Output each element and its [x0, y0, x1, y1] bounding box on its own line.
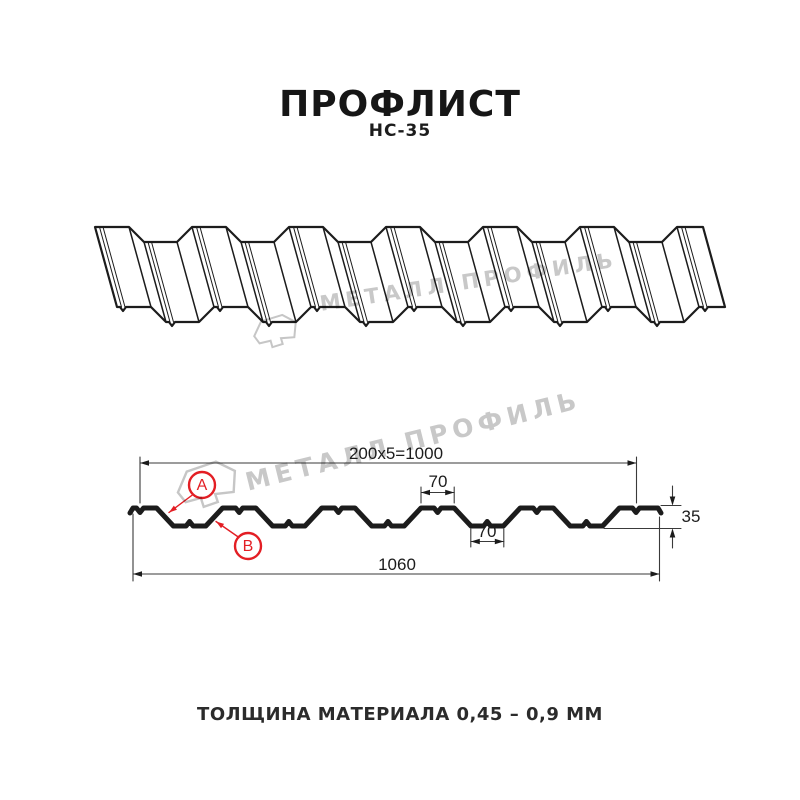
dim-label-overall-width: 1060: [378, 555, 416, 574]
profile-model-subtitle: НС-35: [368, 121, 432, 141]
dim-label-height: 35: [681, 507, 701, 526]
sheet-3d-view: [93, 225, 727, 328]
callout-b-label: B: [242, 538, 254, 555]
page-title: ПРОФЛИСТ: [279, 84, 521, 125]
metal-profile-logo-icon: [249, 310, 303, 356]
dim-label-pitch: 200x5=1000: [348, 444, 444, 463]
thickness-note: ТОЛЩИНА МАТЕРИАЛА 0,45 – 0,9 ММ: [197, 704, 603, 725]
callout-a-label: A: [196, 477, 208, 494]
dim-label-valley-width: 70: [477, 522, 497, 541]
metal-profile-logo-icon: [170, 455, 247, 518]
cross-section-view: [127, 456, 682, 582]
dim-label-crest-width: 70: [428, 472, 448, 491]
